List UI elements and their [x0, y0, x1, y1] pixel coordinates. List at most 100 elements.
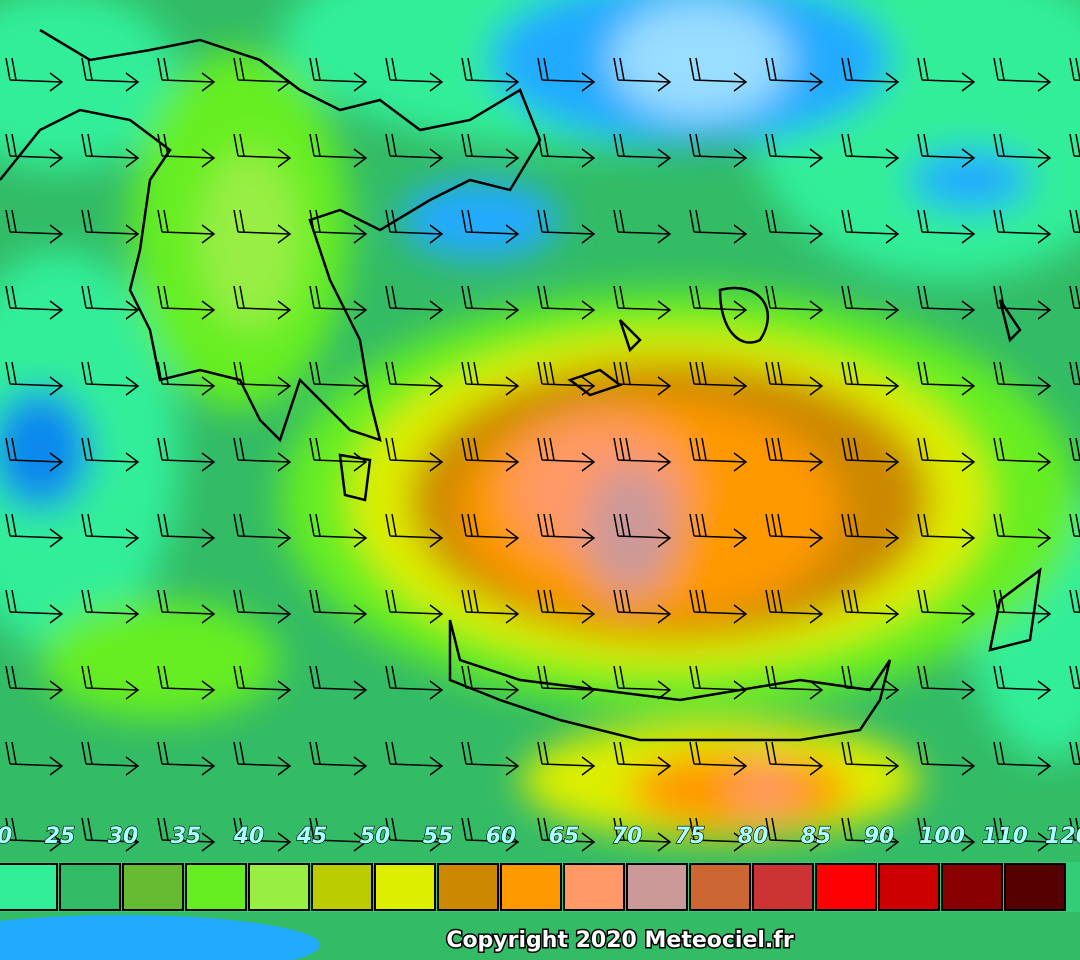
wind-barb: [993, 513, 1052, 548]
wind-barb: [689, 361, 748, 396]
wind-barb: [385, 513, 444, 548]
wind-barb: [537, 133, 596, 168]
wind-barb: [917, 665, 976, 700]
wind-barb: [5, 817, 64, 852]
wind-barb: [461, 741, 520, 776]
wind-barb: [309, 57, 368, 92]
wind-barb: [233, 513, 292, 548]
wind-barb: [917, 133, 976, 168]
wind-barb: [917, 437, 976, 472]
wind-barb: [613, 741, 672, 776]
wind-barb: [613, 57, 672, 92]
legend-swatch: [59, 863, 121, 911]
wind-barb: [841, 437, 900, 472]
wind-barb: [385, 361, 444, 396]
wind-barb: [917, 741, 976, 776]
legend-label: 65: [549, 824, 580, 849]
wind-barb: [461, 57, 520, 92]
legend-swatch: [185, 863, 247, 911]
wind-barb: [233, 209, 292, 244]
wind-barb: [81, 285, 140, 320]
wind-barb: [5, 513, 64, 548]
wind-barb: [841, 589, 900, 624]
wind-barb: [841, 361, 900, 396]
legend-label: 120: [1045, 824, 1080, 849]
wind-barb: [537, 361, 596, 396]
wind-barb: [385, 133, 444, 168]
wind-barb: [5, 361, 64, 396]
wind-barb: [765, 513, 824, 548]
wind-barb: [689, 285, 748, 320]
wind-barb: [917, 589, 976, 624]
island: [338, 286, 1042, 652]
legend-label: 60: [486, 824, 517, 849]
wind-barb: [917, 361, 976, 396]
legend-swatch: [500, 863, 562, 911]
wind-barb: [309, 665, 368, 700]
wind-barb: [537, 437, 596, 472]
wind-barb: [993, 57, 1052, 92]
wind-barb: [461, 589, 520, 624]
wind-barb: [537, 589, 596, 624]
legend-swatch: [752, 863, 814, 911]
wind-barb: [993, 589, 1052, 624]
wind-barb: [537, 285, 596, 320]
wind-barb: [613, 665, 672, 700]
wind-barb: [233, 361, 292, 396]
wind-barb: [157, 285, 216, 320]
legend-swatch: [878, 863, 940, 911]
wind-barb: [233, 589, 292, 624]
wind-barb: [841, 665, 900, 700]
wind-barb: [81, 817, 140, 852]
wind-barb: [993, 133, 1052, 168]
wind-barb: [157, 361, 216, 396]
wind-barb: [689, 209, 748, 244]
wind-barb: [689, 133, 748, 168]
wind-barb: [993, 665, 1052, 700]
wind-barb: [385, 57, 444, 92]
wind-barb: [5, 57, 64, 92]
wind-barb: [993, 741, 1052, 776]
wind-barb: [841, 817, 900, 852]
wind-barb: [917, 285, 976, 320]
wind-barb: [309, 209, 368, 244]
legend-label: 75: [675, 824, 706, 849]
wind-barb: [765, 665, 824, 700]
legend-swatch: [0, 863, 58, 911]
wind-barb: [765, 589, 824, 624]
wind-barb: [5, 133, 64, 168]
wind-barb: [309, 741, 368, 776]
wind-barb: [233, 285, 292, 320]
wind-barb: [917, 209, 976, 244]
legend-label: 80: [738, 824, 769, 849]
wind-barb: [157, 437, 216, 472]
wind-barb: [233, 741, 292, 776]
wind-barb: [385, 817, 444, 852]
wind-barb: [385, 209, 444, 244]
wind-barb: [461, 285, 520, 320]
wind-barb: [917, 817, 976, 852]
wind-barb: [461, 133, 520, 168]
wind-barb: [233, 437, 292, 472]
legend-swatch: [248, 863, 310, 911]
legend-label: 25: [45, 824, 76, 849]
legend: 20 25 30 35 40 45 50 55 60 65 70 75 80 85 90 100 110 120: [0, 823, 1080, 911]
wind-barb: [385, 665, 444, 700]
wind-barb: [537, 665, 596, 700]
wind-barb: [841, 209, 900, 244]
wind-barb: [613, 209, 672, 244]
wind-barb: [157, 133, 216, 168]
legend-swatch: [311, 863, 373, 911]
wind-barb: [841, 741, 900, 776]
wind-barb: [233, 133, 292, 168]
wind-barb: [689, 437, 748, 472]
wind-barb: [81, 741, 140, 776]
legend-label: 50: [360, 824, 391, 849]
wind-barb: [841, 133, 900, 168]
wind-barb: [157, 209, 216, 244]
wind-barb: [765, 57, 824, 92]
wind-barb: [5, 665, 64, 700]
wind-barb: [5, 741, 64, 776]
wind-barb: [233, 665, 292, 700]
